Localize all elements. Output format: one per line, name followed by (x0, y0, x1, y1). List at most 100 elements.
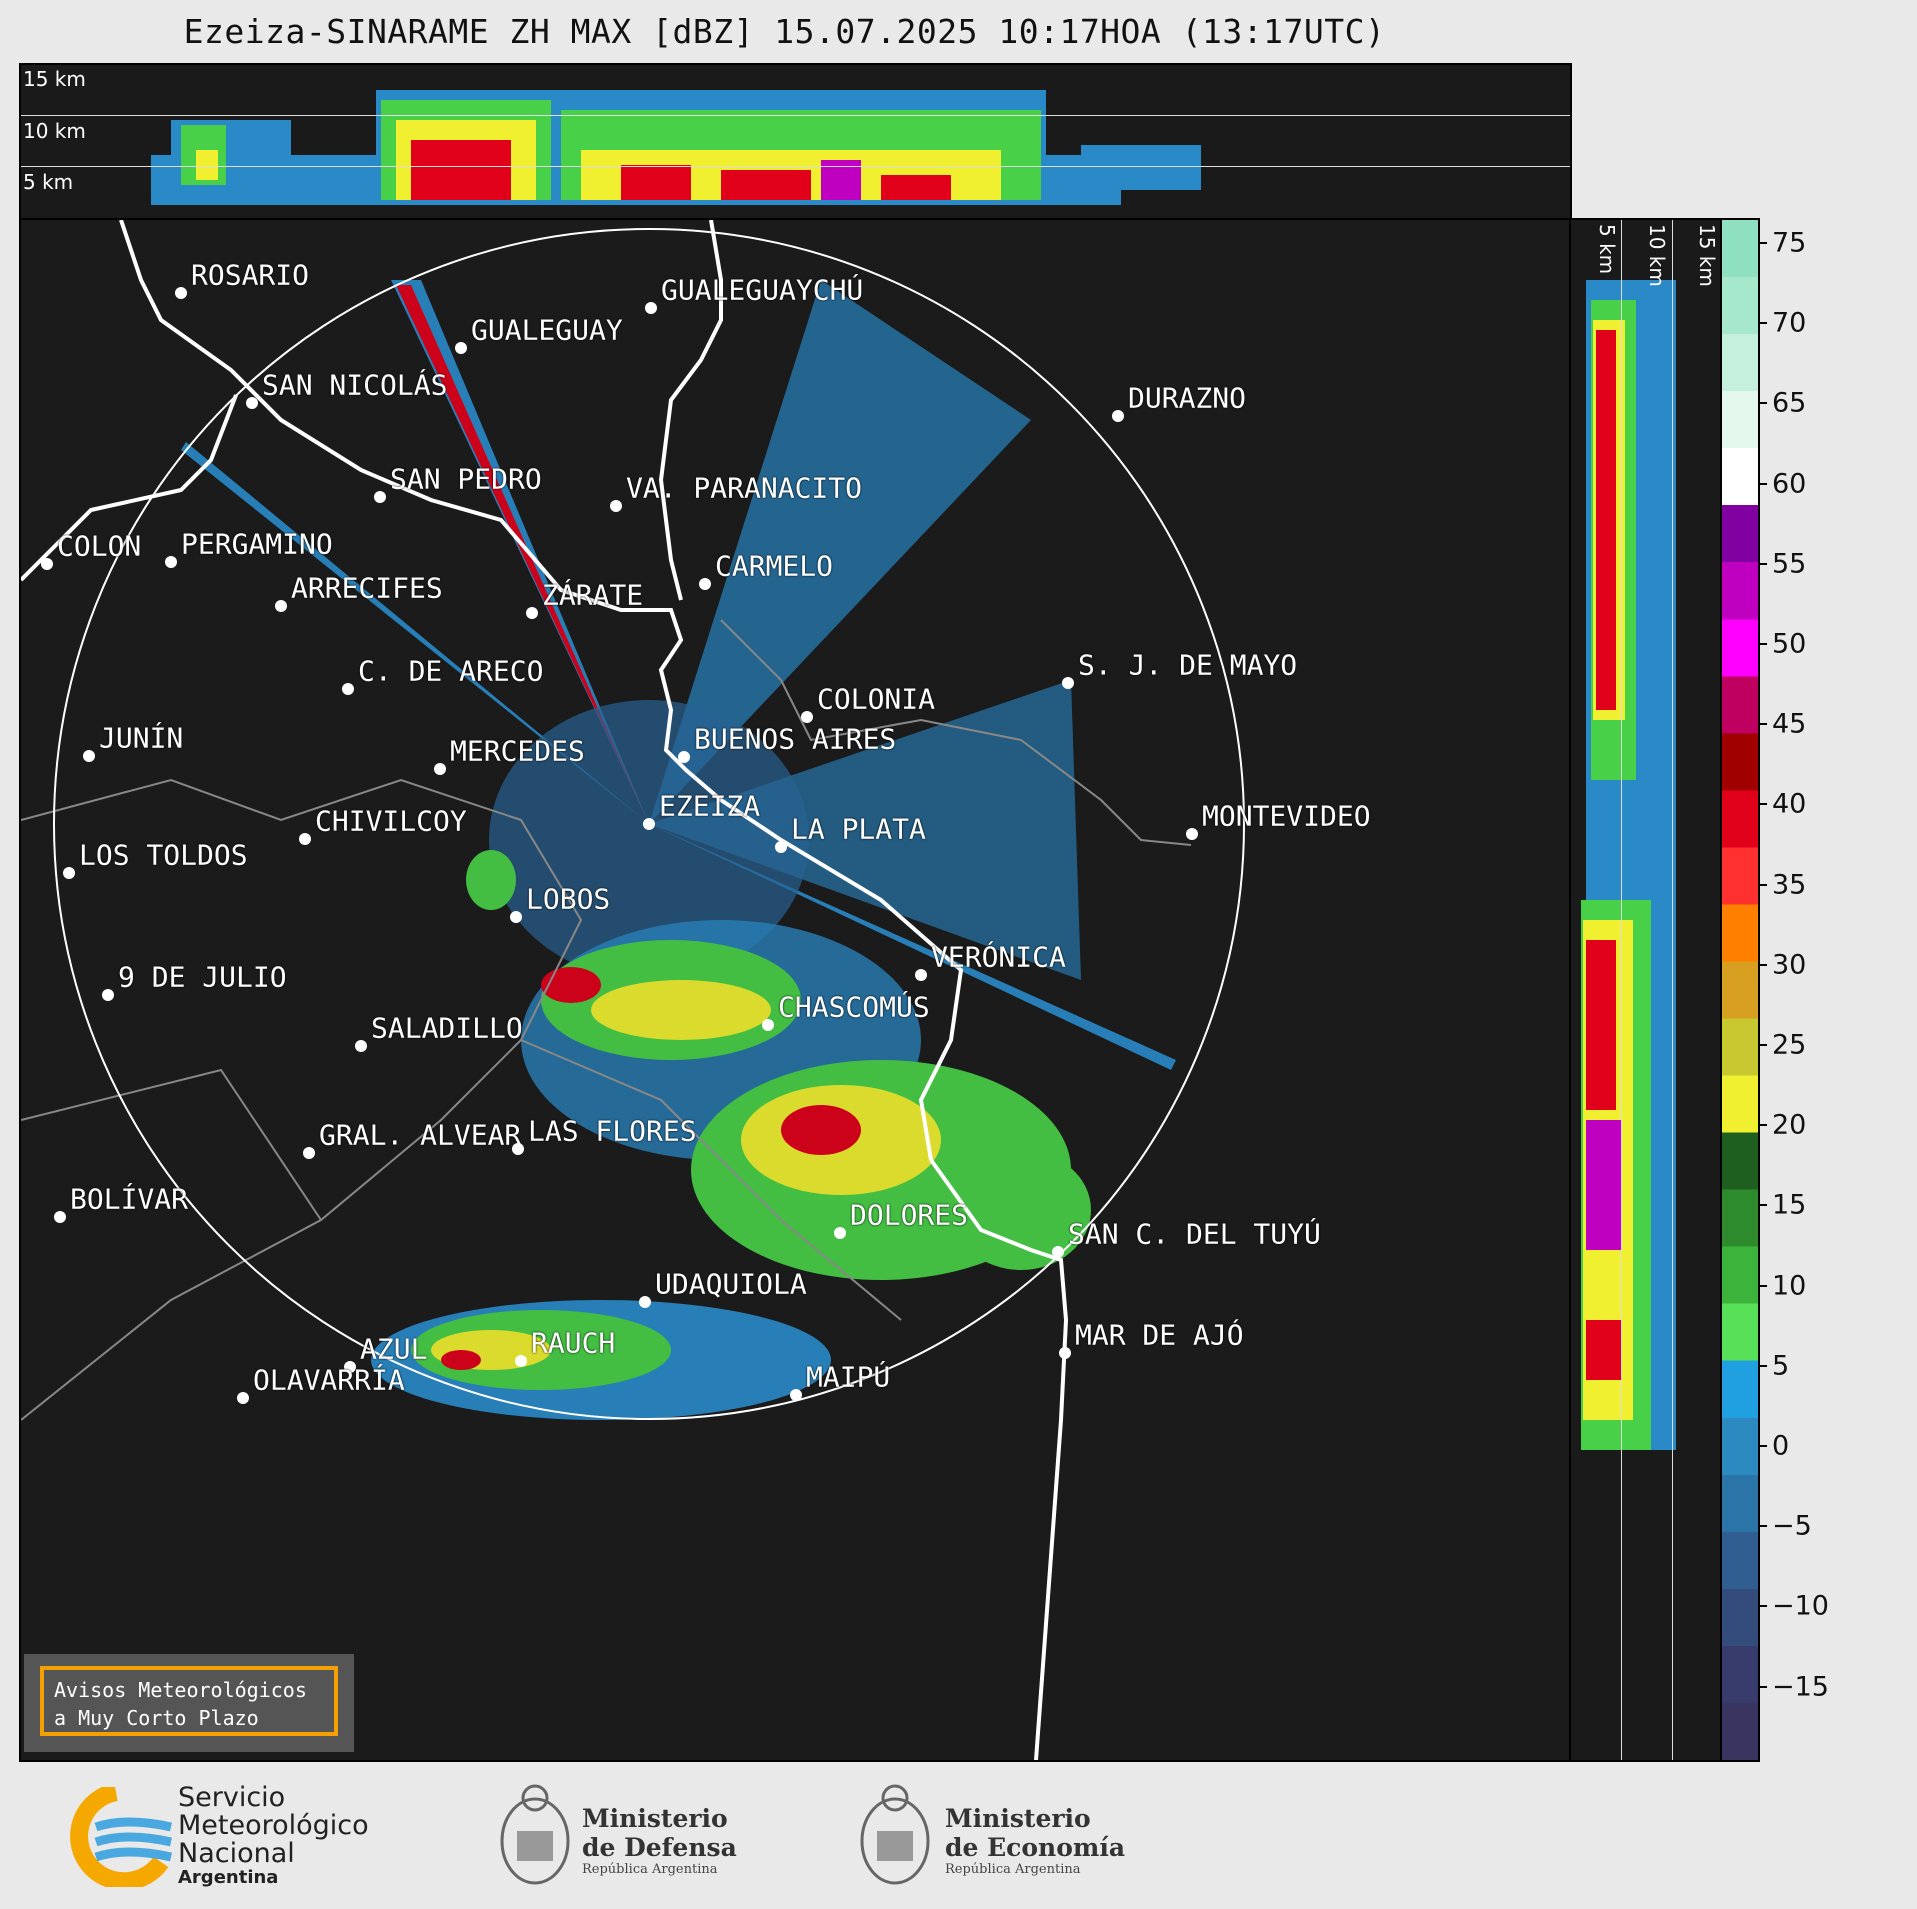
city-marker (455, 342, 467, 354)
city-label: DURAZNO (1128, 381, 1247, 415)
city-label: AZUL (360, 1332, 428, 1366)
city-label: JUNÍN (99, 721, 184, 755)
altitude-vlabel-5km: 5 km (1595, 224, 1619, 275)
city-marker (762, 1019, 774, 1031)
smn-logo-text: Servicio Meteorológico Nacional Argentin… (178, 1784, 369, 1888)
altitude-vlabel-10km: 10 km (1645, 224, 1669, 287)
city-label: PERGAMINO (181, 527, 333, 561)
city-label: MAR DE AJÓ (1075, 1318, 1244, 1352)
city-label: UDAQUIOLA (655, 1267, 807, 1301)
top-echo-profile (151, 90, 1201, 205)
city-marker (643, 818, 655, 830)
colorbar-tick (1758, 1605, 1767, 1608)
city-marker (41, 558, 53, 570)
city-marker (1112, 410, 1124, 422)
city-label: LA PLATA (791, 812, 926, 846)
defensa-emblem-icon (500, 1784, 570, 1885)
city-label: DOLORES (850, 1198, 969, 1232)
city-marker (1186, 828, 1198, 840)
economia-emblem-icon (860, 1784, 930, 1885)
city-label: GUALEGUAYCHÚ (661, 273, 864, 307)
city-label: OLAVARRÍA (253, 1363, 405, 1397)
colorbar-tick (1758, 643, 1767, 645)
colorbar-tick-label: 55 (1772, 548, 1807, 580)
coastlines (21, 220, 1069, 1760)
city-marker (801, 711, 813, 723)
colorbar-tick-label: 0 (1772, 1430, 1790, 1462)
city-label: VA. PARANACITO (626, 471, 863, 505)
colorbar-tick-label: 10 (1772, 1270, 1807, 1302)
city-label: 9 DE JULIO (118, 960, 287, 994)
colorbar-tick (1758, 1124, 1767, 1127)
colorbar-tick (1758, 883, 1767, 886)
avisos-inner: Avisos Meteorológicos a Muy Corto Plazo (40, 1666, 338, 1736)
city-marker (165, 556, 177, 568)
city-label: SAN NICOLÁS (262, 368, 448, 402)
colorbar-tick (1758, 322, 1767, 325)
city-marker (355, 1040, 367, 1052)
colorbar-tick (1758, 803, 1767, 806)
city-label: ROSARIO (191, 258, 310, 292)
city-label: ZÁRATE (542, 578, 644, 612)
avisos-box[interactable]: Avisos Meteorológicos a Muy Corto Plazo (24, 1654, 354, 1752)
city-marker (834, 1227, 846, 1239)
altitude-label-10km: 10 km (23, 119, 86, 143)
altitude-label-15km: 15 km (23, 67, 86, 91)
smn-line4: Argentina (178, 1867, 279, 1888)
city-label: CARMELO (715, 549, 834, 583)
city-label: BOLÍVAR (70, 1182, 189, 1216)
colorbar-tick (1758, 242, 1767, 244)
altitude-vline-10km (1672, 220, 1673, 1760)
city-marker (512, 1143, 524, 1155)
colorbar-tick-label: 20 (1772, 1109, 1807, 1141)
right-echo-profile (1581, 280, 1676, 1450)
city-marker (915, 969, 927, 981)
city-marker (303, 1147, 315, 1159)
right-profile-echoes (1581, 280, 1676, 1450)
city-marker (526, 607, 538, 619)
city-marker (299, 833, 311, 845)
city-marker (275, 600, 287, 612)
city-label: RAUCH (531, 1326, 616, 1360)
radar-range-ring (53, 228, 1245, 1420)
colorbar-tick (1758, 723, 1767, 726)
avisos-line1: Avisos Meteorológicos (54, 1678, 307, 1702)
colorbar-tick-label: 70 (1772, 307, 1807, 339)
altitude-vline-5km (1621, 220, 1622, 1760)
colorbar-tick (1758, 1204, 1767, 1207)
city-label: SALADILLO (371, 1011, 523, 1045)
economia-line3: República Argentina (945, 1862, 1081, 1877)
altitude-line-5km (21, 166, 1570, 167)
city-marker (610, 500, 622, 512)
city-label: S. J. DE MAYO (1078, 648, 1298, 682)
city-label: ARRECIFES (291, 571, 443, 605)
city-marker (237, 1392, 249, 1404)
city-label: C. DE ARECO (358, 654, 544, 688)
colorbar-tick-label: 25 (1772, 1029, 1807, 1061)
top-profile-echoes (151, 90, 1201, 205)
colorbar-tick (1758, 963, 1767, 966)
city-marker (175, 287, 187, 299)
colorbar-tick (1758, 1445, 1767, 1447)
footer-logos: Servicio Meteorológico Nacional Argentin… (0, 1762, 1917, 1909)
economia-line1: Ministerio (945, 1804, 1091, 1833)
colorbar-tick-label: 65 (1772, 387, 1807, 419)
city-marker (1062, 677, 1074, 689)
city-marker (790, 1389, 802, 1401)
city-marker (374, 491, 386, 503)
colorbar-tick-label: 5 (1772, 1350, 1790, 1382)
city-marker (699, 578, 711, 590)
colorbar-tick-label: −5 (1772, 1510, 1812, 1542)
colorbar-tick (1758, 1044, 1767, 1046)
colorbar-tick-label: 30 (1772, 949, 1807, 981)
colorbar-tick-label: 35 (1772, 869, 1807, 901)
city-label: MERCEDES (450, 734, 585, 768)
city-marker (1052, 1246, 1064, 1258)
city-marker (775, 841, 787, 853)
city-marker (510, 911, 522, 923)
city-marker (645, 302, 657, 314)
city-label: LAS FLORES (528, 1114, 697, 1148)
colorbar-tick (1758, 562, 1767, 565)
defensa-line3: República Argentina (582, 1862, 718, 1877)
colorbar-tick-label: 40 (1772, 788, 1807, 820)
